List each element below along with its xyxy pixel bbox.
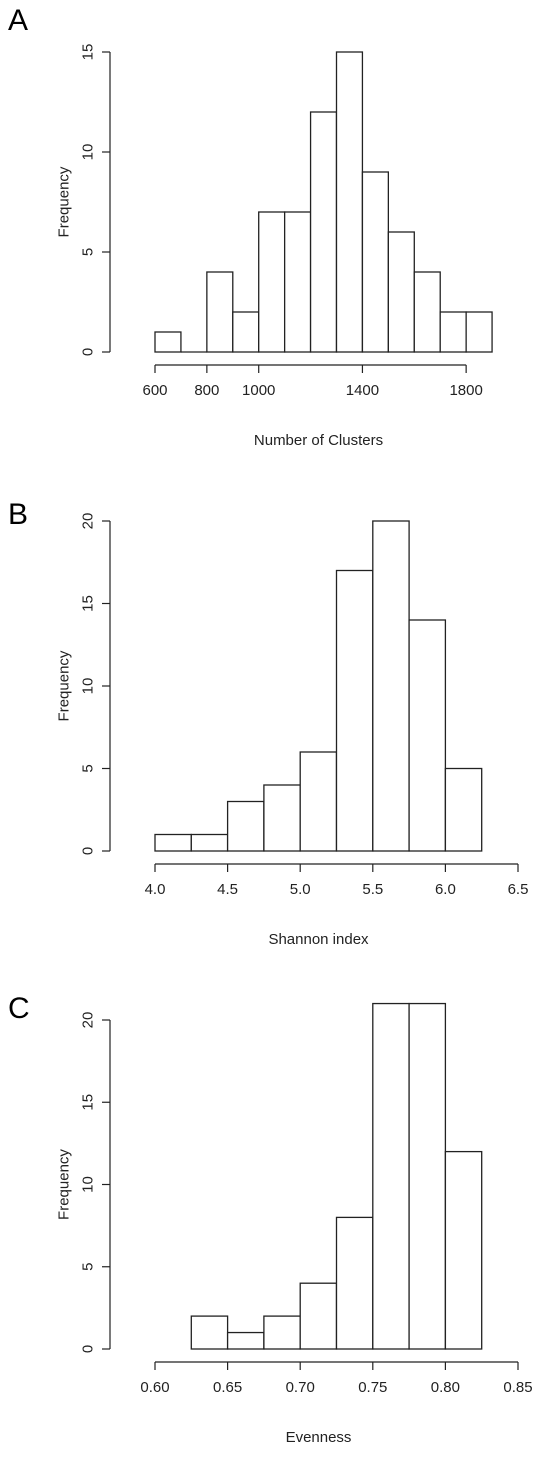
x-tick-label: 6.0	[435, 881, 456, 898]
x-tick-label: 5.5	[362, 881, 383, 898]
panel-letter-c: C	[8, 992, 30, 1025]
y-tick-label: 0	[80, 1345, 97, 1353]
histogram-a-svg: 600 800 1000 1400 1800 0 5 10 15 Number of Cluste…	[56, 44, 493, 449]
histogram-b-svg: 4.0 4.5 5.0 5.5 6.0 6.5 0 5 10 15 20 Shannon index F…	[56, 513, 529, 948]
x-tick-label: 600	[142, 382, 167, 399]
histogram-bar	[232, 311, 260, 353]
histogram-bar	[444, 767, 483, 852]
histogram-bar	[372, 1002, 410, 1350]
x-tick-label: 0.80	[431, 1379, 460, 1396]
histogram-panel-a: A 600 800 1000 1400 1800 0 5 10 15 Number of Clus…	[0, 0, 537, 494]
panel-letter-b: B	[8, 498, 29, 531]
y-tick-label: 10	[80, 1176, 97, 1193]
y-tick-label: 15	[80, 1094, 97, 1111]
x-tick-label: 1000	[242, 382, 275, 399]
histogram-bar	[444, 1150, 483, 1350]
y-axis-label: Frequency	[56, 1149, 73, 1220]
x-tick-label: 0.70	[286, 1379, 315, 1396]
histogram-bar	[263, 784, 301, 852]
x-axis-label: Number of Clusters	[254, 432, 383, 449]
histogram-bar	[361, 171, 390, 353]
histogram-bar	[309, 111, 338, 353]
histogram-bar	[226, 800, 265, 852]
x-axis-label: Evenness	[286, 1429, 352, 1446]
histogram-bar	[408, 1002, 447, 1350]
y-tick-label: 5	[80, 248, 97, 256]
x-tick-label: 5.0	[290, 881, 311, 898]
histogram-bar	[465, 311, 493, 353]
x-tick-label: 4.5	[217, 881, 238, 898]
histogram-bar	[387, 231, 415, 353]
x-tick-label: 0.65	[213, 1379, 242, 1396]
histogram-panel-b: B 4.0 4.5 5.0 5.5 6.0 6.5 0 5 10 15 20 Shannon inde…	[0, 494, 537, 988]
y-tick-label: 15	[80, 44, 97, 61]
histogram-bar	[335, 1216, 374, 1350]
histogram-c-svg: 0.60 0.65 0.70 0.75 0.80 0.85 0 5 10 15 20 Evenness…	[56, 1002, 533, 1446]
y-tick-label: 20	[80, 513, 97, 530]
y-tick-label: 0	[80, 348, 97, 356]
histogram-bar	[408, 619, 447, 852]
histogram-bar	[299, 751, 338, 852]
y-tick-label: 5	[80, 1263, 97, 1271]
histogram-bar	[190, 1315, 229, 1350]
x-tick-label: 0.60	[140, 1379, 169, 1396]
histogram-panel-c: C 0.60 0.65 0.70 0.75 0.80 0.85 0 5 10 15 20 Evenne…	[0, 988, 537, 1482]
x-tick-label: 1800	[449, 382, 482, 399]
histogram-bar	[283, 211, 312, 353]
y-tick-label: 10	[80, 678, 97, 695]
histogram-bar	[335, 51, 364, 353]
histogram-bar	[226, 1331, 265, 1350]
histogram-bar	[206, 271, 234, 353]
histogram-bar	[439, 311, 467, 353]
x-tick-label: 6.5	[508, 881, 529, 898]
x-axis-label: Shannon index	[268, 931, 369, 948]
x-tick-label: 0.85	[503, 1379, 532, 1396]
histogram-bar	[372, 520, 410, 852]
y-tick-label: 0	[80, 847, 97, 855]
histogram-bar	[190, 833, 229, 852]
histogram-bar	[335, 569, 374, 852]
x-tick-label: 1400	[346, 382, 379, 399]
histogram-bar	[258, 211, 286, 353]
histogram-bar	[154, 833, 192, 852]
x-tick-label: 4.0	[145, 881, 166, 898]
y-axis-label: Frequency	[56, 650, 73, 721]
y-axis-label: Frequency	[56, 166, 73, 237]
y-tick-label: 10	[80, 144, 97, 161]
histogram-bar	[413, 271, 441, 353]
x-tick-label: 0.75	[358, 1379, 387, 1396]
x-tick-label: 800	[194, 382, 219, 399]
histogram-bar	[263, 1315, 301, 1350]
histogram-bar	[154, 331, 182, 353]
y-tick-label: 5	[80, 764, 97, 772]
y-tick-label: 20	[80, 1012, 97, 1029]
panel-letter-a: A	[8, 4, 29, 37]
y-tick-label: 15	[80, 595, 97, 612]
histogram-bar	[299, 1282, 338, 1350]
